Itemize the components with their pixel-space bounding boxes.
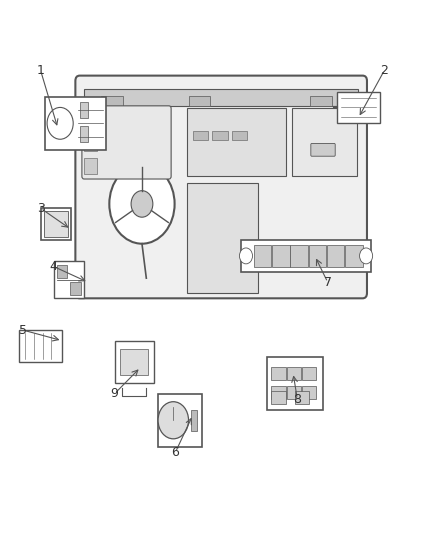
Text: 2: 2 (381, 64, 389, 77)
FancyBboxPatch shape (309, 245, 326, 267)
FancyBboxPatch shape (158, 394, 201, 447)
FancyBboxPatch shape (44, 212, 68, 237)
FancyBboxPatch shape (80, 102, 88, 118)
FancyBboxPatch shape (80, 126, 88, 142)
FancyBboxPatch shape (120, 349, 148, 375)
Circle shape (360, 248, 373, 264)
Text: 5: 5 (19, 324, 27, 337)
FancyBboxPatch shape (193, 131, 208, 140)
Text: 6: 6 (172, 446, 180, 458)
FancyBboxPatch shape (187, 183, 258, 293)
FancyBboxPatch shape (295, 391, 309, 405)
FancyBboxPatch shape (84, 112, 97, 127)
FancyBboxPatch shape (191, 410, 197, 431)
Circle shape (240, 248, 253, 264)
FancyBboxPatch shape (75, 76, 367, 298)
FancyBboxPatch shape (292, 109, 357, 176)
FancyBboxPatch shape (272, 367, 286, 381)
FancyBboxPatch shape (57, 265, 67, 278)
FancyBboxPatch shape (267, 357, 323, 410)
FancyBboxPatch shape (212, 131, 228, 140)
FancyBboxPatch shape (84, 90, 358, 107)
FancyBboxPatch shape (327, 245, 344, 267)
FancyBboxPatch shape (336, 92, 380, 123)
FancyBboxPatch shape (71, 281, 81, 295)
FancyBboxPatch shape (53, 261, 84, 298)
FancyBboxPatch shape (82, 106, 171, 179)
FancyBboxPatch shape (311, 96, 332, 107)
Circle shape (131, 191, 153, 217)
FancyBboxPatch shape (272, 245, 290, 267)
FancyBboxPatch shape (302, 367, 316, 381)
FancyBboxPatch shape (311, 143, 335, 156)
Text: 7: 7 (324, 276, 332, 289)
FancyBboxPatch shape (287, 386, 301, 399)
FancyBboxPatch shape (115, 341, 154, 383)
Text: 9: 9 (111, 387, 119, 400)
FancyBboxPatch shape (302, 386, 316, 399)
Text: 3: 3 (37, 201, 45, 215)
FancyBboxPatch shape (345, 245, 363, 267)
FancyBboxPatch shape (241, 240, 371, 272)
FancyBboxPatch shape (187, 109, 286, 176)
Circle shape (47, 108, 73, 139)
FancyBboxPatch shape (254, 245, 271, 267)
Text: 1: 1 (37, 64, 45, 77)
FancyBboxPatch shape (232, 131, 247, 140)
Circle shape (110, 164, 175, 244)
FancyBboxPatch shape (290, 245, 308, 267)
FancyBboxPatch shape (19, 330, 62, 362)
FancyBboxPatch shape (84, 135, 97, 151)
FancyBboxPatch shape (287, 367, 301, 381)
Text: 8: 8 (293, 393, 301, 406)
FancyBboxPatch shape (272, 391, 286, 405)
FancyBboxPatch shape (41, 208, 71, 240)
FancyBboxPatch shape (84, 158, 97, 174)
FancyBboxPatch shape (102, 96, 123, 107)
FancyBboxPatch shape (272, 386, 286, 399)
FancyBboxPatch shape (45, 97, 106, 150)
Text: 4: 4 (49, 260, 57, 273)
Circle shape (158, 402, 188, 439)
FancyBboxPatch shape (188, 96, 210, 107)
